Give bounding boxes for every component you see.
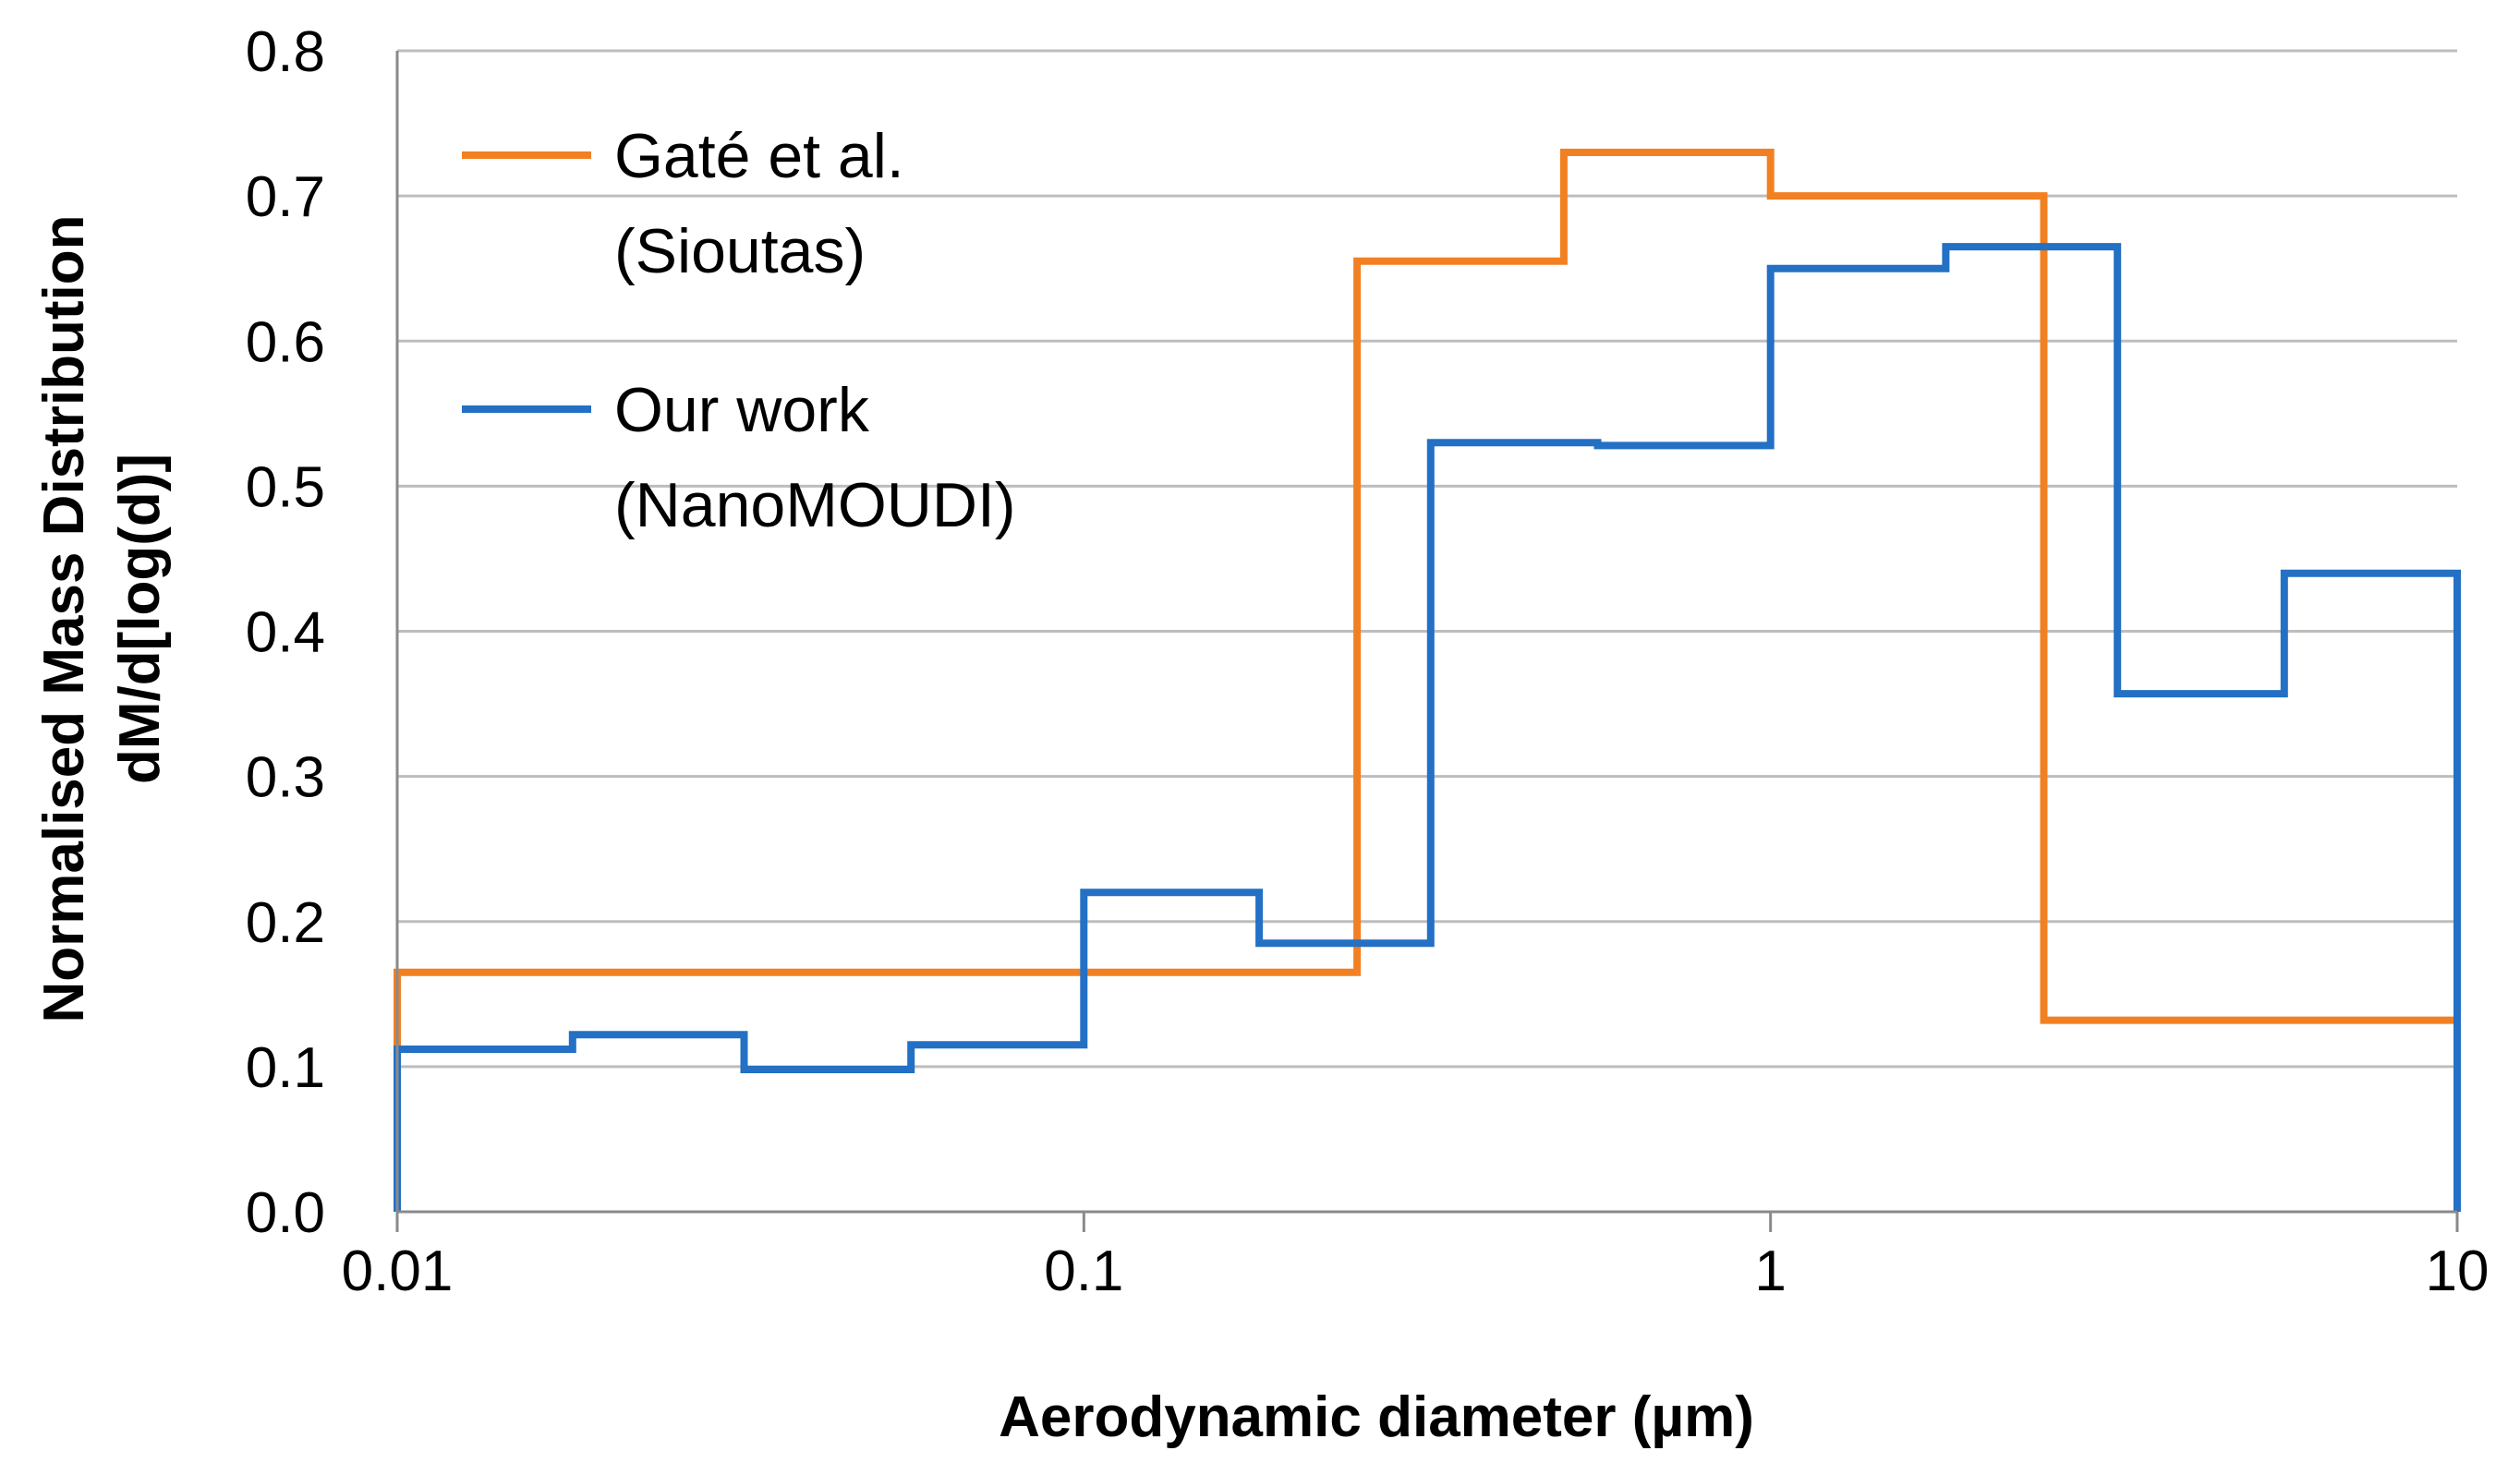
y-tick-label: 0.6	[246, 310, 325, 374]
y-tick-label: 0.3	[246, 746, 325, 810]
x-tick-label: 0.1	[1044, 1239, 1123, 1303]
y-tick-label: 0.5	[246, 455, 325, 519]
x-axis-title: Aerodynamic diameter (µm)	[999, 1385, 1754, 1449]
y-tick-label: 0.4	[246, 601, 325, 665]
y-axis-title-line-2: dM/d[log(d)]	[108, 453, 172, 784]
y-axis-title: Normalised Mass Distribution dM/d[log(d)…	[32, 214, 172, 1022]
y-axis-title-line-1: Normalised Mass Distribution	[32, 214, 96, 1022]
y-tick-label: 0.7	[246, 165, 325, 229]
series-group	[394, 149, 2461, 1212]
y-tick-label: 0.1	[246, 1036, 325, 1100]
legend-label-our-work-line-2: (NanoMOUDI)	[614, 470, 1016, 540]
y-tick-label: 0.8	[246, 20, 325, 84]
legend-label-gate-line-2: (Sioutas)	[614, 216, 866, 286]
y-tick-label: 0.0	[246, 1181, 325, 1245]
axes	[395, 51, 2459, 1232]
tick-labels: 0.0 0.1 0.2 0.3 0.4 0.5 0.6 0.7 0.8 0.01 0.1 1 10	[246, 20, 2490, 1303]
series-line-our-work	[394, 243, 2461, 1212]
x-tick-label: 10	[2426, 1239, 2490, 1303]
y-tick-label: 0.2	[246, 891, 325, 955]
legend: Gaté et al. (Sioutas) Our work (NanoMOUD…	[462, 121, 1016, 540]
series-line-gate	[394, 149, 2457, 1212]
x-tick-label: 1	[1754, 1239, 1786, 1303]
legend-label-our-work-line-1: Our work	[614, 375, 870, 445]
x-tick-label: 0.01	[342, 1239, 454, 1303]
legend-label-gate-line-1: Gaté et al.	[614, 121, 904, 191]
